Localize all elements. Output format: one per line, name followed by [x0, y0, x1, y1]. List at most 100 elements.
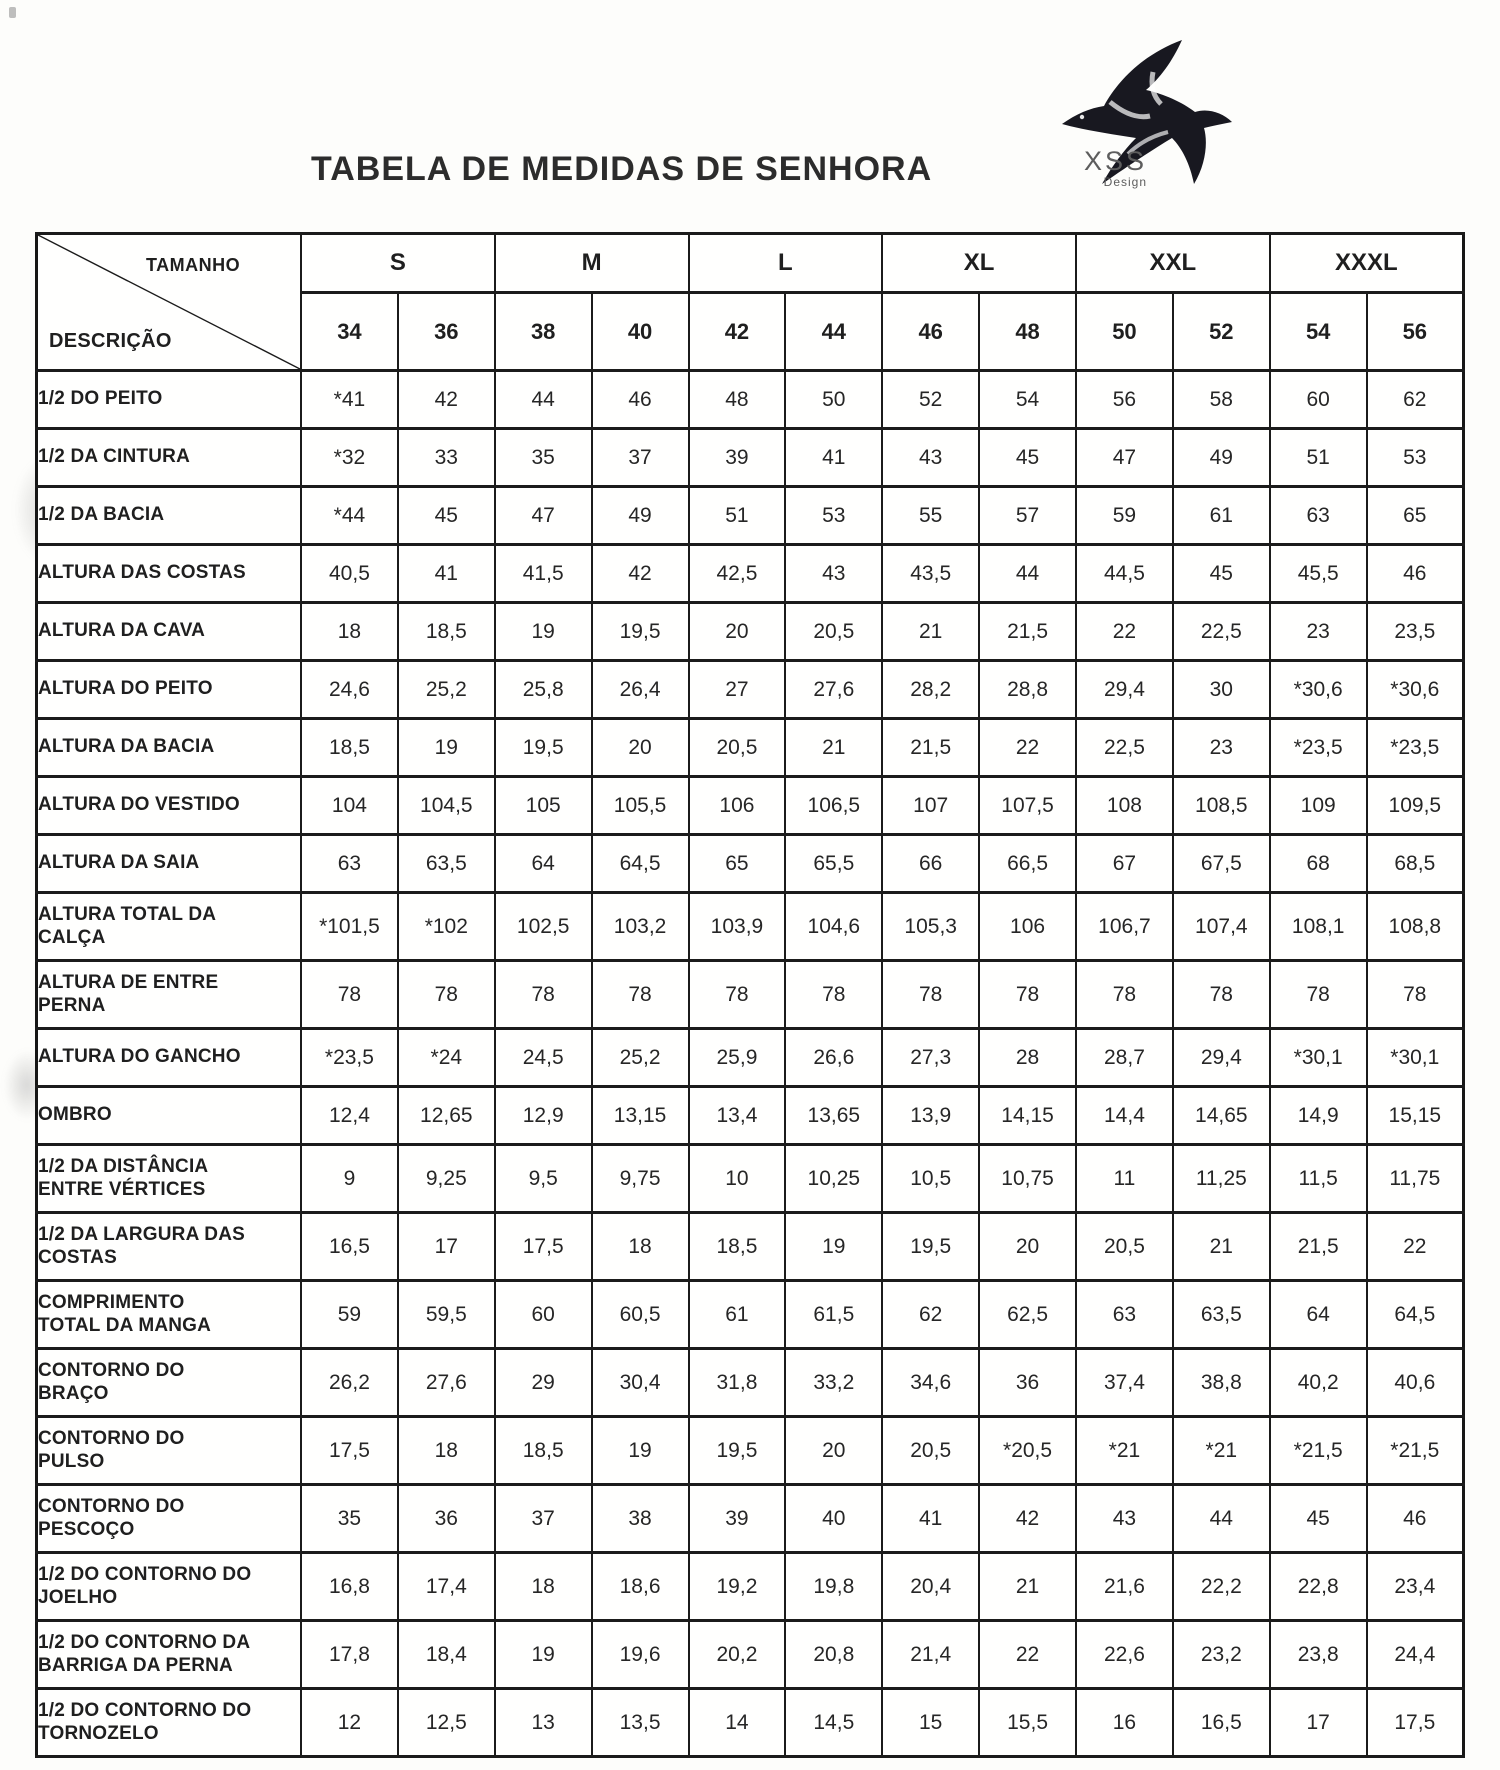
row-label: ALTURA TOTAL DA CALÇA: [35, 891, 302, 962]
measurement-cell: 12,4: [300, 1085, 399, 1146]
measurement-cell: 42: [396, 369, 496, 430]
measurement-cell: 18: [300, 601, 399, 662]
measurement-cell: 19,6: [590, 1619, 690, 1690]
measurement-cell: 50: [784, 369, 884, 430]
measurement-cell: 103,9: [687, 891, 787, 962]
measurement-cell: 20,5: [1075, 1211, 1174, 1282]
measurement-cell: 30: [1171, 659, 1271, 720]
measurement-cell: 41: [881, 1483, 981, 1554]
measurement-cell: 103,2: [590, 891, 690, 962]
size-column-header-56: 56: [1365, 291, 1465, 372]
measurement-cell: 14,65: [1171, 1085, 1271, 1146]
measurement-cell: 22,5: [1171, 601, 1271, 662]
measurement-cell: 43: [1075, 1483, 1174, 1554]
measurement-cell: 38: [590, 1483, 690, 1554]
measurement-cell: 64,5: [1365, 1279, 1465, 1350]
measurement-cell: 78: [1075, 959, 1174, 1030]
measurement-cell: 9: [300, 1143, 399, 1214]
measurement-cell: 20: [687, 601, 787, 662]
measurement-cell: 28,2: [881, 659, 981, 720]
measurement-cell: 19,5: [590, 601, 690, 662]
measurement-cell: 20: [784, 1415, 884, 1486]
measurement-cell: 17,8: [300, 1619, 399, 1690]
size-column-header-38: 38: [493, 291, 593, 372]
table-row: ALTURA DO GANCHO *23,5 *24 24,5 25,2 25,9 26,6…: [35, 1027, 1465, 1088]
row-label: ALTURA DAS COSTAS: [35, 543, 302, 604]
measurement-cell: 20,8: [784, 1619, 884, 1690]
measurement-cell: 12,65: [396, 1085, 496, 1146]
measurement-cell: 18,5: [396, 601, 496, 662]
measurement-cell: 33,2: [784, 1347, 884, 1418]
measurement-cell: 46: [590, 369, 690, 430]
measurement-cell: 65,5: [784, 833, 884, 894]
measurement-cell: 38,8: [1171, 1347, 1271, 1418]
row-label: CONTORNO DO BRAÇO: [35, 1347, 302, 1418]
measurement-cell: 17: [396, 1211, 496, 1282]
size-group-header-s: S: [300, 232, 496, 294]
table-row: CONTORNO DO PESCOÇO 35 36 37 38 39 40 41 42 43 44 4…: [35, 1483, 1465, 1554]
measurement-cell: 109,5: [1365, 775, 1465, 836]
size-column-header-44: 44: [784, 291, 884, 372]
measurement-cell: 23: [1268, 601, 1368, 662]
measurement-cell: 108: [1075, 775, 1174, 836]
row-label: 1/2 DA LARGURA DAS COSTAS: [35, 1211, 302, 1282]
measurement-cell: 60: [493, 1279, 593, 1350]
measurement-cell: 63,5: [396, 833, 496, 894]
size-column-header-46: 46: [881, 291, 981, 372]
measurement-cell: 40,5: [300, 543, 399, 604]
measurement-cell: 11: [1075, 1143, 1174, 1214]
measurement-cell: 12,5: [396, 1687, 496, 1758]
measurement-cell: 104: [300, 775, 399, 836]
row-label: ALTURA DO GANCHO: [35, 1027, 302, 1088]
measurement-cell: 107: [881, 775, 981, 836]
measurement-cell: 28,7: [1075, 1027, 1174, 1088]
measurement-cell: 19: [590, 1415, 690, 1486]
measurement-cell: 10,25: [784, 1143, 884, 1214]
measurement-cell: 108,8: [1365, 891, 1465, 962]
measurement-cell: *23,5: [300, 1027, 399, 1088]
measurement-cell: 25,2: [590, 1027, 690, 1088]
corner-size-label: TAMANHO: [146, 255, 241, 275]
measurement-cell: 37: [493, 1483, 593, 1554]
measurement-cell: 18: [590, 1211, 690, 1282]
table-row: 1/2 DA DISTÂNCIA ENTRE VÉRTICES 9 9,25 9,5 9…: [35, 1143, 1465, 1214]
measurement-cell: 43: [784, 543, 884, 604]
row-label: ALTURA DA SAIA: [35, 833, 302, 894]
measurement-cell: 40,2: [1268, 1347, 1368, 1418]
measurement-cell: 78: [1365, 959, 1465, 1030]
measurement-cell: 22: [978, 717, 1077, 778]
measurement-cell: 22: [1365, 1211, 1465, 1282]
measurement-cell: 13,5: [590, 1687, 690, 1758]
measurement-cell: 19: [784, 1211, 884, 1282]
measurement-cell: *44: [300, 485, 399, 546]
measurement-cell: 23,4: [1365, 1551, 1465, 1622]
measurement-cell: 18,5: [493, 1415, 593, 1486]
size-column-header-36: 36: [396, 291, 496, 372]
measurement-cell: 104,5: [396, 775, 496, 836]
measurement-cell: 109: [1268, 775, 1368, 836]
measurement-cell: 23,8: [1268, 1619, 1368, 1690]
measurement-cell: 11,75: [1365, 1143, 1465, 1214]
measurement-cell: 17: [1268, 1687, 1368, 1758]
measurement-cell: 22: [1075, 601, 1174, 662]
measurement-cell: 78: [493, 959, 593, 1030]
brand-logo: XSS Design: [1032, 32, 1242, 212]
measurement-cell: 25,2: [396, 659, 496, 720]
table-row: OMBRO 12,4 12,65 12,9 13,15 13,4 13,65 13,9 14,1…: [35, 1085, 1465, 1146]
measurement-cell: 13,9: [881, 1085, 981, 1146]
measurement-cell: 64,5: [590, 833, 690, 894]
measurement-cell: 19,5: [881, 1211, 981, 1282]
measurement-cell: 28,8: [978, 659, 1077, 720]
measurement-cell: 61,5: [784, 1279, 884, 1350]
measurement-cell: 20,4: [881, 1551, 981, 1622]
measurement-cell: 14,5: [784, 1687, 884, 1758]
measurement-cell: 62: [1365, 369, 1465, 430]
logo-subtitle: Design: [1103, 175, 1148, 189]
measurement-cell: 14: [687, 1687, 787, 1758]
measurement-cell: 29,4: [1075, 659, 1174, 720]
swallow-bird-icon: [1062, 40, 1232, 184]
measurement-cell: 59,5: [396, 1279, 496, 1350]
measurement-cell: 21: [881, 601, 981, 662]
measurement-cell: 66: [881, 833, 981, 894]
